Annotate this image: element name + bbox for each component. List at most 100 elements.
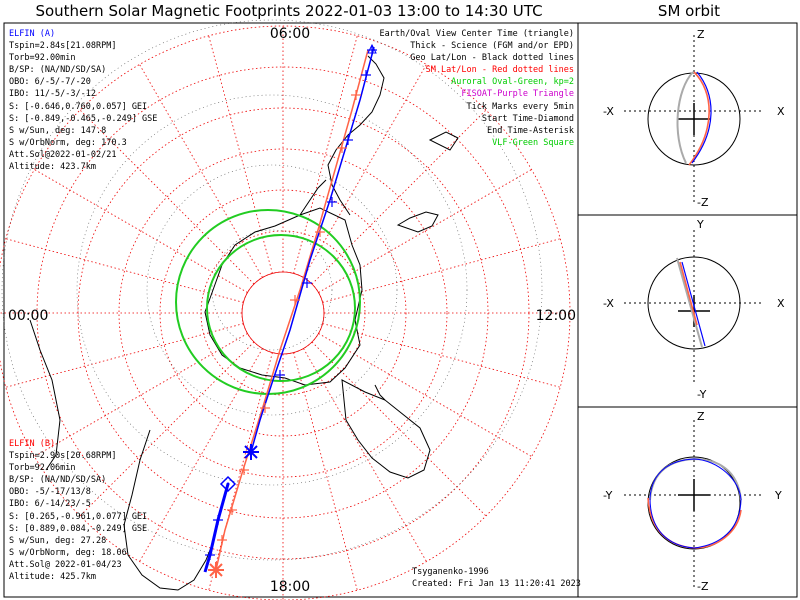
legend-entry: Thick - Science (FGM and/or EPD) xyxy=(410,41,574,52)
sm-lon-line xyxy=(79,109,255,285)
orbit1-right-label: X xyxy=(777,105,785,118)
elfin-a-start-diamond xyxy=(219,475,237,493)
orbit-panel-xy: Y -Y -X X xyxy=(603,218,785,401)
elfin-a-line: S w/OrbNorm, deg: 170.3 xyxy=(9,137,127,148)
model-credit: Tsyganenko-1996 xyxy=(412,567,489,577)
elfin-b-tick-marks xyxy=(217,90,361,545)
legend-entry: Auroral Oval-Green, kp=2 xyxy=(451,77,574,88)
lt-label-right: 12:00 xyxy=(536,308,576,324)
orbit-panel-title: SM orbit xyxy=(657,2,721,20)
elfin-a-center-triangle xyxy=(367,43,377,54)
australia-coast xyxy=(341,379,431,479)
elfin-a-end-asterisk xyxy=(243,444,259,460)
legend-entry: FISOAT-Purple Triangle xyxy=(461,89,574,100)
elfin-a-line: Torb=92.00min xyxy=(9,53,76,64)
africa-coast xyxy=(123,429,215,591)
elfin-b-line: Altitude: 425.7km xyxy=(9,572,96,583)
legend-entry: Tick Marks every 5min xyxy=(466,101,574,112)
elfin-a-line: IBO: 11/-5/-3/-12 xyxy=(9,89,96,100)
legend-entry: Geo Lat/Lon - Black dotted lines xyxy=(410,53,574,64)
sm-lat-circle xyxy=(118,148,448,478)
sm-lon-line xyxy=(5,323,244,388)
elfin-a-line: S: [-0.646,0.760,0.057] GEI xyxy=(9,101,148,112)
geo-lat-circle xyxy=(146,164,398,416)
orbit3-bottom-label: -Z xyxy=(697,580,709,593)
elfin-a-track xyxy=(250,46,375,453)
legend-entry: End Time-Asterisk xyxy=(487,125,574,136)
sm-lon-line xyxy=(139,64,263,278)
sm-grid xyxy=(0,25,571,600)
elfin-a-start-dot xyxy=(226,482,230,486)
sm-lon-line xyxy=(5,238,244,303)
orbit1-top-label: Z xyxy=(697,28,705,41)
orbit1-left-label: -X xyxy=(603,105,614,118)
elfin-b-line: S w/OrbNorm, deg: 18.06 xyxy=(9,547,127,558)
orbit-frame xyxy=(577,22,798,598)
orbit3-right-label: Y xyxy=(774,489,782,502)
elfin-b-line: S w/Sun, deg: 27.28 xyxy=(9,535,107,546)
orbit2-right-label: X xyxy=(777,297,785,310)
new-zealand-north-coast xyxy=(428,131,459,151)
auroral-ovals xyxy=(175,209,361,395)
sm-lon-line xyxy=(34,333,248,457)
credit-block: Tsyganenko-1996 Created: Fri Jan 13 11:2… xyxy=(412,566,581,590)
elfin-b-track xyxy=(215,49,369,571)
sm-lat-circle xyxy=(159,189,407,437)
new-zealand-coast xyxy=(396,211,439,233)
south-america-coast xyxy=(327,55,385,216)
sm-lon-line xyxy=(208,352,273,591)
elfin-a-line: S: [-0.849,-0.465,-0.249] GSE xyxy=(9,113,158,124)
elfin-b-end-asterisk xyxy=(208,562,224,578)
lt-label-bottom: 18:00 xyxy=(270,579,310,595)
elfin-b-line: S: [0.889,0.084,-0.249] GSE xyxy=(9,523,148,534)
sm-lat-circle xyxy=(0,25,571,600)
south-georgia-coast xyxy=(374,384,386,401)
elfin-a-line: B/SP: (NA/ND/SD/SA) xyxy=(9,65,107,76)
geo-lat-circle xyxy=(211,229,333,351)
sm-inner-circle xyxy=(241,271,325,355)
lt-label-left: 00:00 xyxy=(8,308,48,324)
antarctic-peninsula-coast xyxy=(299,179,327,216)
sm-lon-line xyxy=(293,35,358,274)
orbit-panel-yz: Z -Z -Y Y xyxy=(603,410,782,593)
lt-label-top: 06:00 xyxy=(270,26,310,42)
elfin-b-line: Tspin=2.90s[20.68RPM] xyxy=(9,451,117,462)
elfin-a-line: Tspin=2.84s[21.08RPM] xyxy=(9,41,117,52)
elfin-a-tick-marks xyxy=(205,45,377,560)
sm-lon-line xyxy=(322,238,561,303)
elfin-a-science-segment xyxy=(203,483,230,573)
legend-entry: SM Lat/Lon - Red dotted lines xyxy=(425,65,574,76)
elfin-b-line: B/SP: (NA/ND/SD/SA) xyxy=(9,475,107,486)
sm-lon-line xyxy=(34,169,248,293)
orbit2-left-label: -X xyxy=(603,297,614,310)
legend-entry: Earth/Oval View Center Time (triangle) xyxy=(379,29,574,39)
elfin-a-line: Altitude: 423.7km xyxy=(9,162,96,173)
auroral-oval-outer xyxy=(175,209,361,395)
orbit-panel-xz: Z -Z -X X xyxy=(603,28,785,209)
elfin-a-line: OBO: 6/-5/-7/-20 xyxy=(9,77,91,88)
orbit3-top-label: Z xyxy=(697,410,705,423)
geo-grid xyxy=(1,19,543,561)
elfin-b-line: Att.Sol@ 2022-01-04/23 xyxy=(9,559,122,570)
sm-lon-line xyxy=(139,348,263,562)
chart-title: Southern Solar Magnetic Footprints 2022-… xyxy=(35,2,543,20)
orbit2-top-label: Y xyxy=(696,218,704,231)
legend-entry: Start Time-Diamond xyxy=(481,113,574,124)
geo-lat-circle xyxy=(76,94,468,486)
sm-lon-line xyxy=(322,323,561,388)
sm-lon-line xyxy=(79,341,255,517)
elfin-a-info-block: ELFIN (A) Tspin=2.84s[21.08RPM] Torb=92.… xyxy=(9,28,157,173)
sm-lon-line xyxy=(208,35,273,274)
elfin-b-name: ELFIN (B) xyxy=(9,439,56,449)
sm-lon-line xyxy=(293,352,358,591)
elfin-a-name: ELFIN (A) xyxy=(9,29,56,39)
orbit2-bottom-label: -Y xyxy=(697,388,707,401)
elfin-a-line: Att.Sol@2022-01-02/21 xyxy=(9,149,117,160)
geo-lat-circle xyxy=(1,19,543,561)
orbit3-left-label: -Y xyxy=(603,489,613,502)
auroral-oval-inner xyxy=(206,234,356,382)
legend: Earth/Oval View Center Time (triangle) Th… xyxy=(380,28,574,149)
created-timestamp: Created: Fri Jan 13 11:20:41 2023 xyxy=(412,579,581,590)
elfin-a-line: S w/Sun, deg: 147.8 xyxy=(9,125,107,136)
coastlines xyxy=(29,55,459,591)
